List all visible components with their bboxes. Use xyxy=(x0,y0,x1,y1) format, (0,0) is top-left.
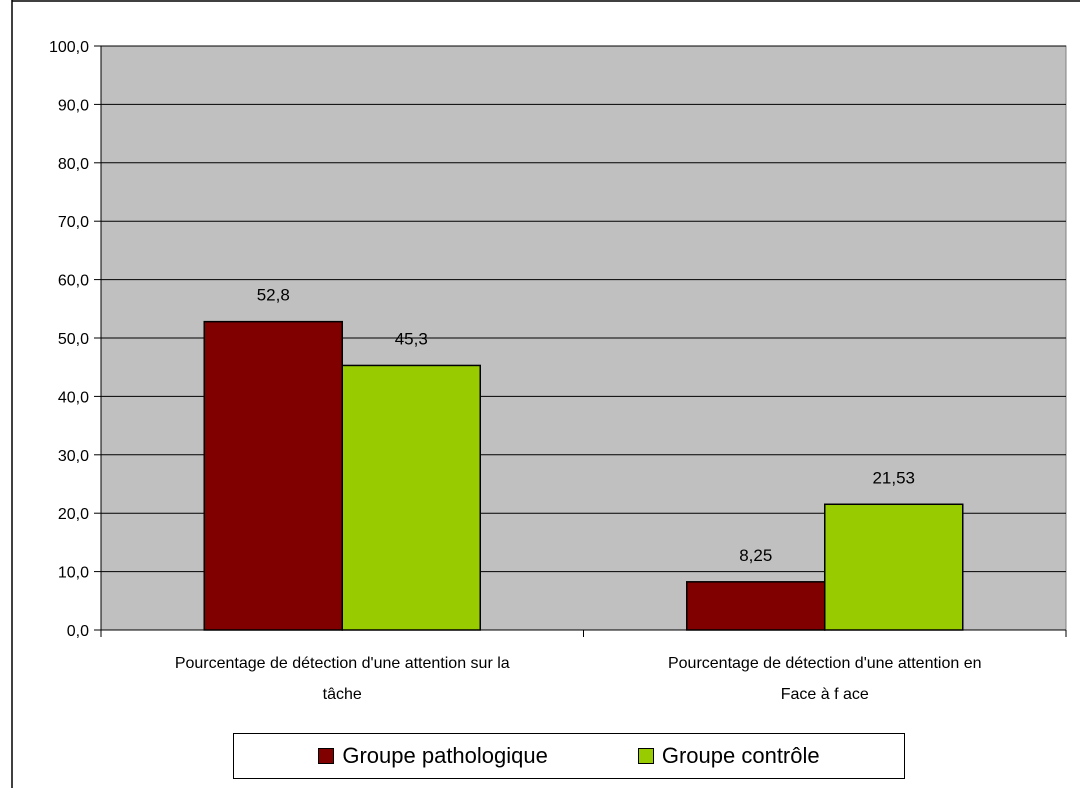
bar-1-0 xyxy=(686,581,826,631)
y-tick-label-7: 70,0 xyxy=(58,214,89,231)
bar-0-1 xyxy=(341,364,481,631)
y-tick-label-0: 0,0 xyxy=(67,623,89,640)
bar-0-0 xyxy=(203,320,343,631)
bar-1-1 xyxy=(824,503,964,631)
y-tick-label-2: 20,0 xyxy=(58,506,89,523)
legend: Groupe pathologique Groupe contrôle xyxy=(233,733,905,779)
y-tick-label-9: 90,0 xyxy=(58,97,89,114)
data-label-0-1: 45,3 xyxy=(395,329,428,348)
category-label-0-1: tâche xyxy=(323,686,362,703)
y-tick-label-6: 60,0 xyxy=(58,273,89,290)
data-label-0-0: 52,8 xyxy=(257,286,290,305)
category-label-1-0: Pourcentage de détection d'une attention… xyxy=(668,655,982,672)
y-tick-label-5: 50,0 xyxy=(58,331,89,348)
legend-label-pathologique: Groupe pathologique xyxy=(342,743,548,768)
legend-label-controle: Groupe contrôle xyxy=(661,743,820,768)
data-label-1-0: 8,25 xyxy=(739,546,772,565)
data-label-1-1: 21,53 xyxy=(872,468,915,487)
category-label-1-1: Face à f ace xyxy=(781,686,869,703)
y-tick-label-1: 10,0 xyxy=(58,565,89,582)
legend-swatch-controle xyxy=(637,748,654,764)
legend-item-pathologique: Groupe pathologique xyxy=(318,743,548,769)
legend-swatch-pathologique xyxy=(318,748,335,764)
y-tick-label-8: 80,0 xyxy=(58,156,89,173)
y-tick-label-3: 30,0 xyxy=(58,448,89,465)
category-label-0-0: Pourcentage de détection d'une attention… xyxy=(175,655,510,672)
y-tick-label-10: 100,0 xyxy=(49,39,89,56)
y-tick-label-4: 40,0 xyxy=(58,389,89,406)
legend-item-controle: Groupe contrôle xyxy=(637,743,820,769)
